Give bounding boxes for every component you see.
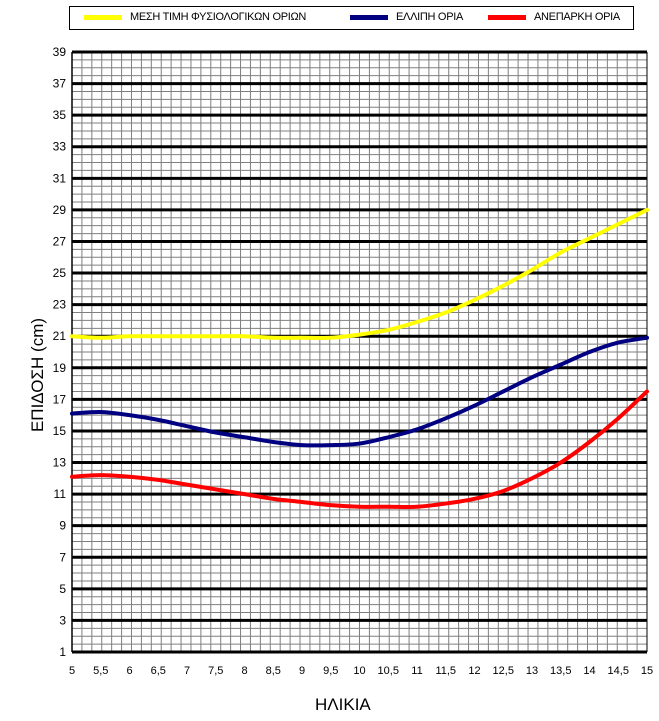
x-tick-label: 13	[526, 665, 538, 677]
legend-swatch-navy	[350, 14, 388, 20]
x-tick-label: 6,5	[151, 665, 166, 677]
y-axis-label: ΕΠΙΔΟΣΗ (cm)	[28, 317, 47, 433]
legend-label-deficient: ΕΛΛΙΠΗ ΟΡΙΑ	[396, 11, 464, 23]
x-tick-label: 10	[353, 665, 365, 677]
x-tick-label: 6	[126, 665, 132, 677]
y-tick-label: 7	[59, 550, 66, 564]
y-tick-label: 15	[53, 424, 67, 438]
legend-item-deficient: ΕΛΛΙΠΗ ΟΡΙΑ	[350, 11, 463, 23]
y-tick-label: 29	[53, 203, 67, 217]
x-tick-label: 14	[583, 665, 595, 677]
series-line-3	[70, 389, 649, 509]
axes	[71, 51, 648, 653]
x-tick-label: 13,5	[550, 665, 571, 677]
x-tick-label: 9,5	[323, 665, 338, 677]
series-line-2	[70, 335, 649, 448]
y-tick-label: 23	[53, 298, 67, 312]
legend-label-inadequate: ΑΝΕΠΑΡΚΗ ΟΡΙΑ	[534, 11, 620, 23]
y-tick-label: 3	[59, 613, 66, 627]
y-tick-label: 17	[53, 392, 67, 406]
legend-item-mean: ΜΕΣΗ ΤΙΜΗ ΦΥΣΙΟΛΟΓΙΚΩΝ ΟΡΙΩΝ	[84, 11, 306, 23]
legend-item-inadequate: ΑΝΕΠΑΡΚΗ ΟΡΙΑ	[488, 11, 620, 23]
x-tick-label: 11	[411, 665, 422, 677]
y-tick-label: 39	[53, 45, 67, 59]
y-tick-label: 33	[53, 140, 67, 154]
x-axis-label: ΗΛΙΚΙΑ	[315, 695, 371, 714]
x-tick-label: 8,5	[266, 665, 281, 677]
y-tick-label: 31	[53, 171, 67, 185]
y-tick-label: 21	[53, 329, 67, 343]
x-tick-label: 12,5	[493, 665, 514, 677]
legend-swatch-red	[488, 14, 526, 20]
x-tick-label: 7	[184, 665, 190, 677]
y-tick-label: 35	[53, 108, 67, 122]
y-tick-label: 37	[53, 77, 67, 91]
x-tick-label: 5	[69, 665, 75, 677]
x-tick-label: 10,5	[378, 665, 399, 677]
legend-swatch-yellow	[84, 14, 122, 20]
y-tick-label: 19	[53, 361, 67, 375]
legend-label-mean: ΜΕΣΗ ΤΙΜΗ ΦΥΣΙΟΛΟΓΙΚΩΝ ΟΡΙΩΝ	[130, 11, 307, 23]
x-tick-label: 8	[241, 665, 247, 677]
series-line-1	[70, 207, 649, 341]
series-lines	[70, 207, 649, 509]
x-tick-label: 15	[641, 665, 653, 677]
minor-gridlines	[72, 52, 647, 652]
x-tick-label: 14,5	[608, 665, 629, 677]
y-tick-label: 5	[59, 582, 66, 596]
y-tick-label: 27	[53, 234, 67, 248]
y-tick-label: 13	[53, 456, 67, 470]
x-tick-label: 11,5	[435, 665, 456, 677]
x-tick-label: 12	[468, 665, 480, 677]
x-tick-label: 7,5	[208, 665, 223, 677]
y-tick-label: 9	[59, 519, 66, 533]
y-tick-label: 1	[59, 645, 66, 659]
y-tick-label: 25	[53, 266, 67, 280]
x-tick-label: 5,5	[93, 665, 108, 677]
tick-labels: 5 5,5 6 6,5 7 7,5 8 8,5 9 9,5 10 10,5 11 11,5 12 12,5 13…	[53, 45, 653, 677]
legend: ΜΕΣΗ ΤΙΜΗ ΦΥΣΙΟΛΟΓΙΚΩΝ ΟΡΙΩΝ ΕΛΛΙΠΗ ΟΡΙΑ…	[69, 6, 634, 30]
x-tick-label: 9	[299, 665, 305, 677]
y-tick-label: 11	[54, 487, 67, 501]
